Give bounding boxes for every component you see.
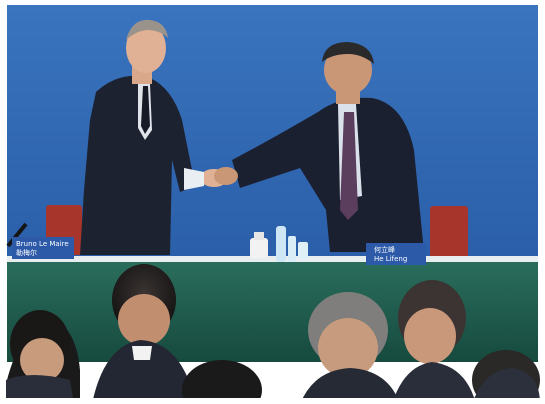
- table-items: [250, 226, 308, 262]
- placard-left: Bruno Le Maire 勒梅尔: [12, 237, 74, 259]
- placard-right-line2: He Lifeng: [374, 255, 407, 263]
- audience: [6, 264, 540, 404]
- placard-right: 何立峰 He Lifeng: [366, 243, 426, 265]
- placard-left-line1: Bruno Le Maire: [16, 240, 69, 248]
- person-left: [80, 19, 228, 255]
- mic-left: [6, 222, 28, 248]
- placard-left-line2: 勒梅尔: [16, 248, 37, 257]
- chair-right: [430, 206, 468, 262]
- placard-right-line1: 何立峰: [374, 245, 395, 254]
- person-right: [214, 42, 424, 253]
- table-top: [7, 256, 538, 264]
